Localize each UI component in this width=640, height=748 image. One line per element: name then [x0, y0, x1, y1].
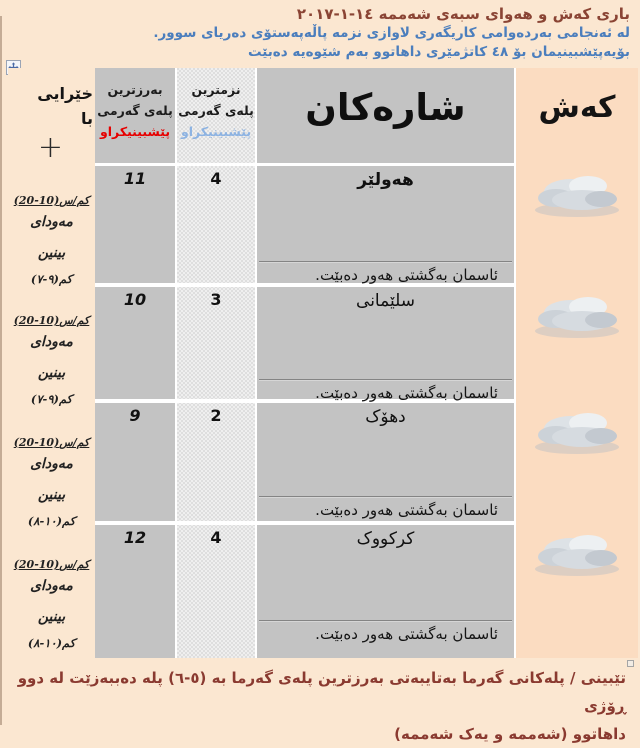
column-header-high-temp: بەرزترین پلەی گەرمی پێشبینیکراو — [95, 79, 175, 142]
plus-sign: + — [37, 130, 64, 165]
wind-speed-value: (20-10)کم/س — [13, 314, 90, 327]
cities-column-bg — [257, 68, 514, 658]
visibility-value: (٩-٧)کم — [30, 272, 73, 286]
row-separator — [95, 283, 514, 287]
city-name-kirkuk: کرکووک — [356, 529, 415, 549]
wind-info-cell: (20-10)کم/س مەوداى بینین (٩-٧)کم — [8, 314, 95, 406]
city-name-hewler: هەولێر — [357, 170, 414, 190]
row-separator — [95, 399, 514, 403]
low-temp-value: 3 — [210, 290, 222, 309]
high-temp-column-bg — [95, 68, 175, 658]
column-header-low-temp: نزمترین پلەی گەرمی پێشبینیکراو — [177, 79, 255, 142]
low-temp-label-2: پلەی گەرمی — [178, 103, 254, 118]
table-corner-marker — [627, 660, 634, 667]
bulletin-subtitle-cause: لە ئەنجامی بەردەوامی کاریگەری لاوازی نزم… — [153, 25, 630, 41]
wind-header-label-2: با — [80, 109, 93, 128]
high-temp-value: 12 — [123, 528, 147, 547]
bulletin-heading: باری کەش و هەوای سبەی شەممە ١٤-١-٢٠١٧ لە… — [153, 5, 630, 62]
visibility-value: (١٠-٨)کم — [27, 636, 76, 650]
visibility-label-1: مەوداى — [30, 334, 73, 350]
visibility-value: (١٠-٨)کم — [27, 514, 76, 528]
visibility-label-1: مەوداى — [30, 578, 73, 594]
city-name-slemani: سلێمانی — [356, 291, 415, 311]
wind-speed-value: (20-10)کم/س — [13, 194, 90, 207]
city-forecast-text: ئاسمان بەگشتی هەور دەبێت. — [315, 384, 498, 402]
high-temp-label-1: بەرزترین — [107, 82, 163, 97]
cloudy-icon — [516, 405, 638, 461]
low-temp-column-bg — [177, 68, 255, 658]
wind-column-bg — [8, 68, 95, 658]
cloudy-icon — [516, 289, 638, 345]
high-temp-label-2: پلەی گەرمی — [97, 103, 173, 118]
visibility-label-2: بینین — [37, 609, 66, 625]
city-forecast-text: ئاسمان بەگشتی هەور دەبێت. — [315, 501, 498, 519]
visibility-value: (٩-٧)کم — [30, 392, 73, 406]
row-separator — [95, 163, 514, 166]
bulletin-title-date: باری کەش و هەوای سبەی شەممە ١٤-١-٢٠١٧ — [296, 5, 630, 23]
low-temp-value: 4 — [210, 169, 222, 188]
column-header-weather: کەش — [538, 90, 616, 125]
column-header-wind: خێرایی با + — [8, 81, 93, 163]
window-left-edge — [0, 16, 2, 725]
low-temp-label-forecast: پێشبینیکراو — [180, 124, 252, 139]
low-temp-label-1: نزمترین — [191, 82, 241, 97]
column-header-cities: شارەکان — [305, 86, 466, 129]
forecast-note: تێبینی / پلەکانی گەرما بەتایبەتی بەرزتری… — [10, 664, 626, 748]
cloudy-icon — [516, 168, 638, 224]
bulletin-subtitle-forecast: بۆیەپێشبینیمان بۆ ٤٨ کاتژمێری داهاتوو بە… — [247, 44, 630, 60]
visibility-label-2: بینین — [37, 245, 66, 261]
low-temp-value: 2 — [210, 406, 222, 425]
city-divider-line — [259, 496, 512, 498]
low-temp-value: 4 — [210, 528, 222, 547]
visibility-label-1: مەوداى — [30, 214, 73, 230]
city-forecast-text: ئاسمان بەگشتی هەور دەبێت. — [315, 625, 498, 643]
visibility-label-1: مەوداى — [30, 456, 73, 472]
high-temp-value: 10 — [123, 290, 147, 309]
wind-speed-value: (20-10)کم/س — [13, 558, 90, 571]
wind-info-cell: (20-10)کم/س مەوداى بینین (١٠-٨)کم — [8, 436, 95, 528]
cloudy-icon — [516, 527, 638, 583]
visibility-label-2: بینین — [37, 365, 66, 381]
visibility-label-2: بینین — [37, 487, 66, 503]
high-temp-value: 9 — [129, 406, 141, 425]
high-temp-label-forecast: پێشبینیکراو — [99, 124, 171, 139]
high-temp-value: 11 — [123, 169, 147, 188]
city-divider-line — [259, 379, 512, 381]
city-divider-line — [259, 620, 512, 622]
forecast-note-line-1: تێبینی / پلەکانی گەرما بەتایبەتی بەرزتری… — [17, 669, 626, 715]
city-forecast-text: ئاسمان بەگشتی هەور دەبێت. — [315, 266, 498, 284]
move-arrows-icon — [8, 62, 19, 73]
wind-header-label-1: خێرایی — [37, 84, 93, 103]
city-name-dihok: دهۆک — [365, 407, 406, 427]
weather-forecast-table: کەش شارەکان بەرزترین پلەی گەرمی پێشبینیک… — [8, 68, 638, 658]
forecast-note-line-2: داهاتوو (شەممە و یەک شەممە) — [394, 725, 626, 743]
wind-info-cell: (20-10)کم/س مەوداى بینین (٩-٧)کم — [8, 194, 95, 286]
row-separator — [95, 521, 514, 525]
wind-speed-value: (20-10)کم/س — [13, 436, 90, 449]
city-divider-line — [259, 261, 512, 263]
wind-info-cell: (20-10)کم/س مەوداى بینین (١٠-٨)کم — [8, 558, 95, 650]
